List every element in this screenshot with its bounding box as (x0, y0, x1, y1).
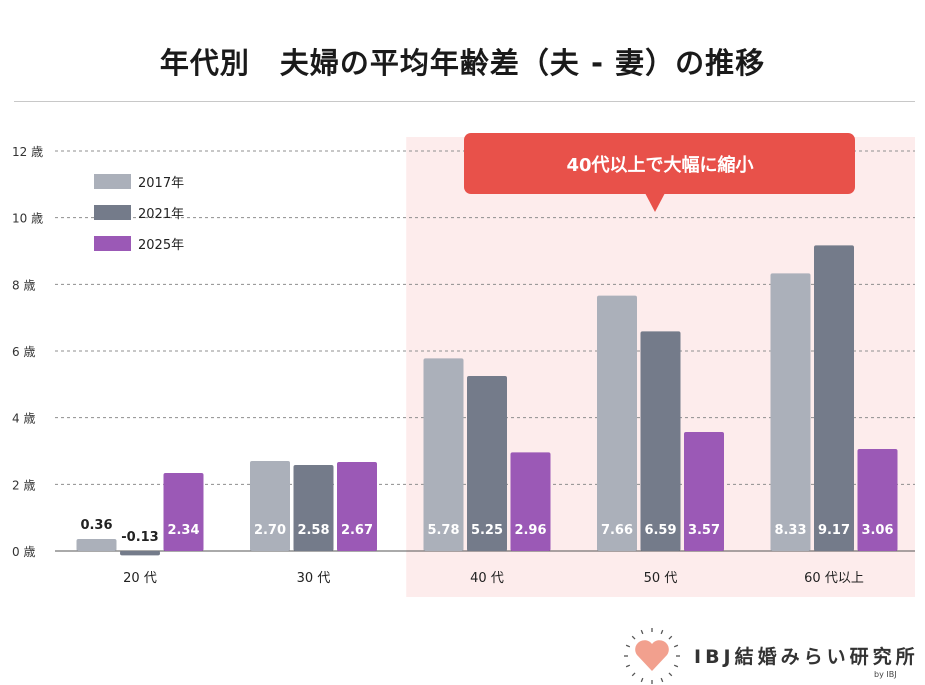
x-tick-label: 20 代 (123, 571, 157, 586)
bar-data-label: 6.59 (644, 523, 676, 538)
bar (814, 245, 854, 552)
legend-swatch (94, 236, 131, 251)
logo-ray (660, 629, 664, 635)
logo-ray (625, 664, 631, 668)
bar (163, 473, 204, 551)
bar (597, 295, 637, 551)
bar (857, 449, 898, 551)
legend-label: 2017年 (138, 176, 184, 191)
bar-data-label: 2.34 (167, 523, 199, 538)
bar-data-label: 5.25 (471, 523, 503, 538)
legend-label: 2025年 (138, 238, 184, 253)
x-tick-label: 60 代以上 (804, 571, 864, 586)
logo-ray (660, 677, 664, 683)
bar (120, 551, 160, 556)
brand-logo: IBJ結婚みらい研究所 by IBJ (622, 624, 922, 684)
logo-ray (673, 644, 679, 648)
logo-ray (668, 635, 673, 640)
logo-ray (673, 664, 679, 668)
bar-chart: 0 歳 2 歳 4 歳 6 歳 8 歳 10 歳 12 歳 0.36 2.70 5.78 7.66… (12, 133, 915, 597)
callout-pointer (645, 193, 665, 212)
y-tick-label: 10 歳 (12, 212, 43, 226)
legend-swatch (94, 205, 131, 220)
bar (640, 331, 681, 551)
bar-data-label: 5.78 (427, 523, 459, 538)
callout-box (464, 133, 855, 194)
bar-data-label: -0.13 (121, 530, 158, 545)
bar (684, 432, 724, 551)
bar-data-label: 2.67 (341, 523, 373, 538)
x-tick-label: 30 代 (297, 571, 331, 586)
y-tick-label: 12 歳 (12, 145, 43, 159)
bar (76, 539, 117, 551)
y-tick-label: 6 歳 (12, 345, 35, 359)
legend-swatch (94, 174, 131, 189)
bar (337, 462, 377, 551)
bar (510, 452, 551, 551)
heart-logo-icon (624, 628, 680, 684)
callout-text: 40代以上で大幅に縮小 (566, 154, 753, 176)
bar-data-label: 2.70 (254, 523, 286, 538)
logo-ray (625, 644, 631, 648)
logo-ray (640, 629, 644, 635)
bar (423, 358, 464, 551)
logo-ray (640, 677, 644, 683)
bar-data-label: 2.58 (297, 523, 329, 538)
logo-ray (631, 635, 636, 640)
x-tick-label: 40 代 (470, 571, 504, 586)
bar-data-label: 9.17 (818, 523, 850, 538)
title-divider (14, 101, 915, 102)
bar-data-label: 3.06 (861, 523, 893, 538)
bar-data-label: 3.57 (688, 523, 720, 538)
bar (250, 461, 290, 551)
y-tick-label: 2 歳 (12, 478, 35, 492)
bar (467, 376, 507, 551)
legend-label: 2021年 (138, 207, 184, 222)
bar-data-label: 7.66 (601, 523, 633, 538)
brand-byline: by IBJ (874, 670, 897, 679)
bar (770, 273, 811, 551)
bar (293, 465, 334, 551)
y-tick-label: 4 歳 (12, 412, 35, 426)
chart-title: 年代別 夫婦の平均年齢差（夫 - 妻）の推移 (159, 46, 766, 80)
logo-ray (668, 672, 673, 677)
bar-data-label: 0.36 (80, 518, 112, 533)
x-tick-label: 50 代 (644, 571, 678, 586)
brand-name: IBJ結婚みらい研究所 (694, 646, 919, 668)
bar-data-label: 8.33 (774, 523, 806, 538)
y-tick-label: 0 歳 (12, 545, 35, 559)
y-tick-label: 8 歳 (12, 278, 35, 292)
logo-ray (631, 672, 636, 677)
bar-data-label: 2.96 (514, 523, 546, 538)
